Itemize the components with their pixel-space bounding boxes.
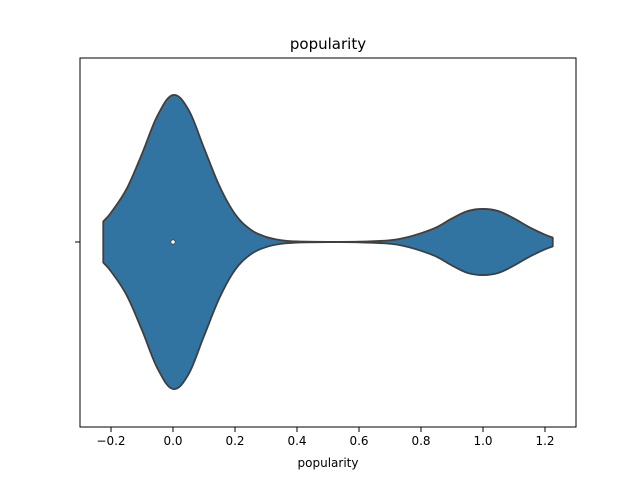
x-tick-label-6: 1.0: [473, 434, 492, 448]
x-tick-label-5: 0.8: [411, 434, 430, 448]
x-axis: −0.2 0.0 0.2 0.4 0.6 0.8 1.0 1.2: [96, 427, 555, 448]
x-tick-label-7: 1.2: [535, 434, 554, 448]
chart-title: popularity: [290, 35, 366, 53]
x-tick-label-0: −0.2: [96, 434, 125, 448]
x-tick-label-4: 0.6: [349, 434, 368, 448]
violin-body-0: [102, 94, 554, 390]
plot-area: [79, 57, 577, 428]
x-tick-label-1: 0.0: [163, 434, 182, 448]
x-tick-label-3: 0.4: [287, 434, 306, 448]
x-tick-label-2: 0.2: [225, 434, 244, 448]
median-marker-0: [170, 239, 176, 245]
x-axis-label: popularity: [298, 456, 359, 470]
